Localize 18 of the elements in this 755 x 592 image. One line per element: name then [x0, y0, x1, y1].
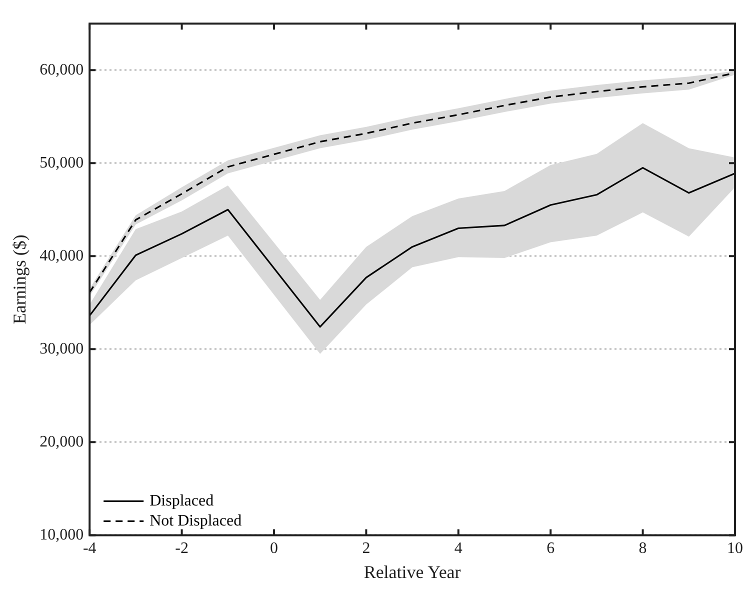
- y-tick-label: 60,000: [40, 61, 84, 78]
- legend-label: Displaced: [150, 492, 214, 510]
- x-tick-label: 2: [362, 540, 370, 558]
- x-tick-label: 4: [454, 540, 462, 558]
- x-tick-label: 8: [638, 540, 647, 558]
- x-tick-label: 6: [546, 540, 555, 558]
- y-tick-label: 30,000: [40, 340, 84, 358]
- x-axis-title: Relative Year: [364, 562, 461, 582]
- x-tick-label: 10: [727, 540, 743, 558]
- y-tick-label: 50,000: [40, 154, 84, 172]
- y-tick-label: 20,000: [40, 433, 84, 450]
- x-tick-label: -4: [82, 540, 96, 558]
- x-tick-label: -2: [175, 540, 188, 558]
- y-tick-label: 10,000: [40, 526, 84, 544]
- legend-label: Not Displaced: [150, 512, 242, 530]
- x-tick-label: 0: [270, 540, 278, 558]
- y-axis-title: Earnings ($): [10, 234, 30, 324]
- y-tick-label: 40,000: [40, 247, 84, 264]
